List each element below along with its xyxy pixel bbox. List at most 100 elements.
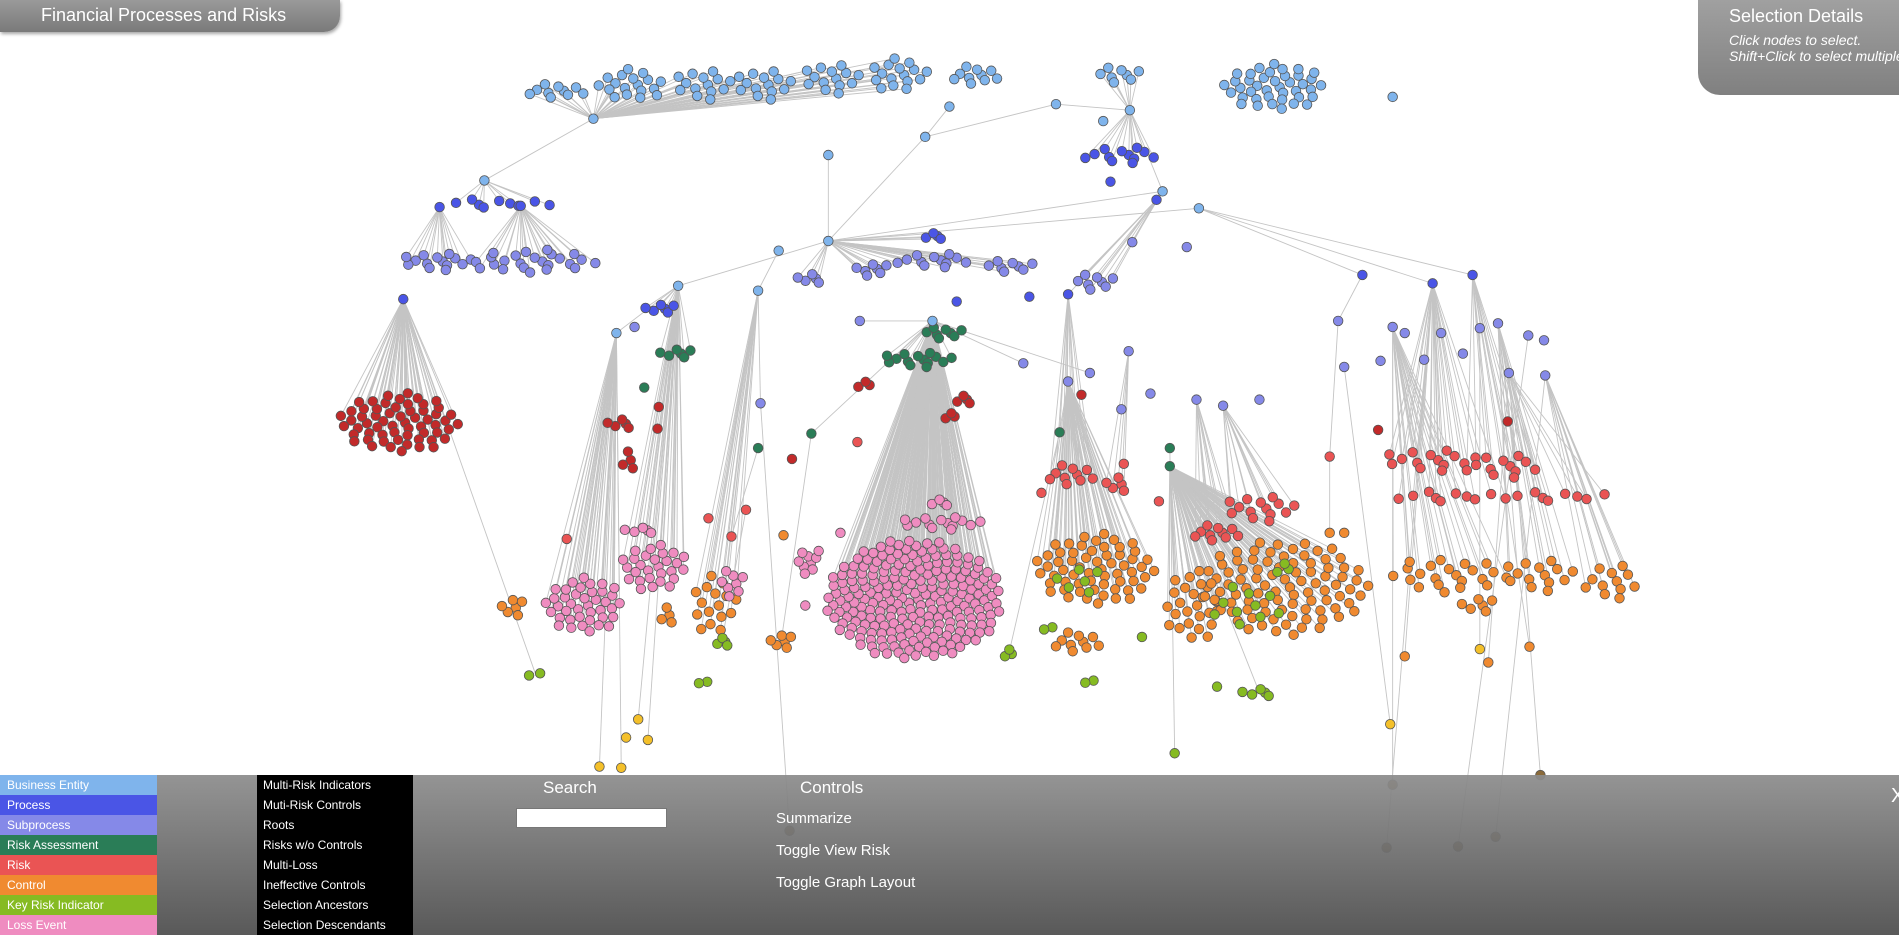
- graph-node[interactable]: [1099, 541, 1110, 553]
- graph-node[interactable]: [1080, 152, 1091, 164]
- graph-node[interactable]: [813, 277, 824, 288]
- graph-node[interactable]: [1123, 345, 1134, 357]
- graph-node[interactable]: [1465, 603, 1476, 614]
- graph-node[interactable]: [603, 621, 615, 632]
- graph-node[interactable]: [1399, 651, 1410, 662]
- graph-node[interactable]: [947, 647, 958, 659]
- graph-node[interactable]: [1131, 142, 1143, 154]
- graph-node[interactable]: [949, 73, 960, 85]
- graph-node[interactable]: [1520, 558, 1531, 569]
- graph-node[interactable]: [1330, 579, 1342, 591]
- graph-node[interactable]: [666, 617, 677, 628]
- graph-node[interactable]: [853, 69, 864, 81]
- graph-node[interactable]: [869, 647, 881, 659]
- graph-node[interactable]: [1272, 539, 1284, 550]
- graph-node[interactable]: [1335, 552, 1346, 564]
- legend-item[interactable]: Risk Assessment: [0, 835, 157, 855]
- graph-node[interactable]: [1227, 581, 1239, 593]
- graph-node[interactable]: [562, 89, 574, 101]
- graph-node[interactable]: [1095, 68, 1106, 80]
- graph-node[interactable]: [675, 84, 686, 96]
- graph-node[interactable]: [1182, 606, 1193, 617]
- graph-node[interactable]: [545, 92, 556, 103]
- graph-node[interactable]: [1385, 718, 1396, 730]
- graph-node[interactable]: [584, 626, 595, 637]
- graph-node[interactable]: [910, 650, 921, 661]
- graph-node[interactable]: [649, 554, 661, 565]
- graph-node[interactable]: [1076, 540, 1088, 551]
- graph-node[interactable]: [876, 83, 887, 94]
- graph-node[interactable]: [398, 293, 409, 305]
- graph-node[interactable]: [1256, 620, 1268, 631]
- graph-node[interactable]: [1433, 579, 1444, 590]
- graph-node[interactable]: [614, 598, 625, 609]
- graph-node[interactable]: [346, 406, 357, 417]
- graph-node[interactable]: [574, 611, 585, 623]
- graph-node[interactable]: [1235, 574, 1246, 585]
- graph-node[interactable]: [1492, 318, 1504, 329]
- graph-node[interactable]: [629, 526, 640, 537]
- graph-node[interactable]: [1456, 598, 1468, 610]
- graph-node[interactable]: [1339, 527, 1350, 539]
- graph-node[interactable]: [840, 67, 852, 79]
- graph-node[interactable]: [1473, 594, 1484, 605]
- graph-node[interactable]: [640, 302, 651, 314]
- graph-node[interactable]: [1305, 558, 1316, 569]
- graph-node[interactable]: [671, 557, 683, 569]
- graph-node[interactable]: [396, 446, 407, 457]
- graph-node[interactable]: [1546, 555, 1557, 567]
- graph-node[interactable]: [944, 101, 955, 112]
- graph-node[interactable]: [1169, 587, 1180, 598]
- graph-node[interactable]: [1606, 567, 1618, 579]
- graph-node[interactable]: [712, 73, 723, 85]
- graph-node[interactable]: [693, 678, 705, 689]
- graph-node[interactable]: [703, 513, 714, 524]
- graph-node[interactable]: [1264, 67, 1276, 78]
- graph-node[interactable]: [1306, 595, 1317, 606]
- graph-node[interactable]: [1245, 68, 1256, 80]
- graph-node[interactable]: [1423, 486, 1435, 498]
- graph-node[interactable]: [765, 94, 777, 105]
- graph-node[interactable]: [983, 260, 995, 271]
- graph-node[interactable]: [885, 536, 896, 547]
- graph-node[interactable]: [1387, 570, 1399, 582]
- graph-node[interactable]: [752, 90, 763, 102]
- graph-node[interactable]: [402, 398, 414, 410]
- graph-node[interactable]: [529, 252, 540, 263]
- graph-node[interactable]: [1538, 335, 1550, 346]
- graph-node[interactable]: [1307, 91, 1318, 103]
- graph-node[interactable]: [1249, 545, 1260, 556]
- graph-node[interactable]: [1503, 367, 1515, 379]
- graph-node[interactable]: [497, 264, 509, 275]
- graph-node[interactable]: [474, 263, 486, 274]
- graph-node[interactable]: [1191, 394, 1202, 405]
- graph-node[interactable]: [1067, 463, 1078, 474]
- graph-node[interactable]: [452, 418, 463, 430]
- graph-node[interactable]: [733, 71, 745, 82]
- graph-node[interactable]: [1231, 68, 1243, 79]
- graph-node[interactable]: [1512, 568, 1523, 579]
- graph-node[interactable]: [553, 620, 565, 631]
- graph-node[interactable]: [1125, 74, 1137, 85]
- graph-node[interactable]: [1181, 241, 1192, 253]
- graph-node[interactable]: [1236, 98, 1247, 110]
- graph-node[interactable]: [1486, 595, 1498, 606]
- graph-node[interactable]: [875, 267, 886, 279]
- graph-node[interactable]: [1136, 631, 1148, 643]
- graph-node[interactable]: [1435, 327, 1447, 339]
- graph-node[interactable]: [1062, 627, 1074, 638]
- graph-node[interactable]: [927, 315, 938, 327]
- graph-node[interactable]: [1233, 501, 1245, 513]
- graph-node[interactable]: [1126, 566, 1138, 578]
- graph-node[interactable]: [713, 600, 724, 611]
- graph-node[interactable]: [755, 398, 766, 409]
- graph-node[interactable]: [820, 84, 831, 96]
- graph-node[interactable]: [1300, 604, 1311, 615]
- graph-node[interactable]: [593, 80, 604, 91]
- graph-node[interactable]: [1508, 472, 1520, 483]
- graph-node[interactable]: [1206, 578, 1217, 589]
- graph-node[interactable]: [1503, 561, 1514, 572]
- graph-node[interactable]: [1241, 493, 1253, 505]
- graph-node[interactable]: [786, 453, 798, 465]
- graph-node[interactable]: [1542, 495, 1554, 506]
